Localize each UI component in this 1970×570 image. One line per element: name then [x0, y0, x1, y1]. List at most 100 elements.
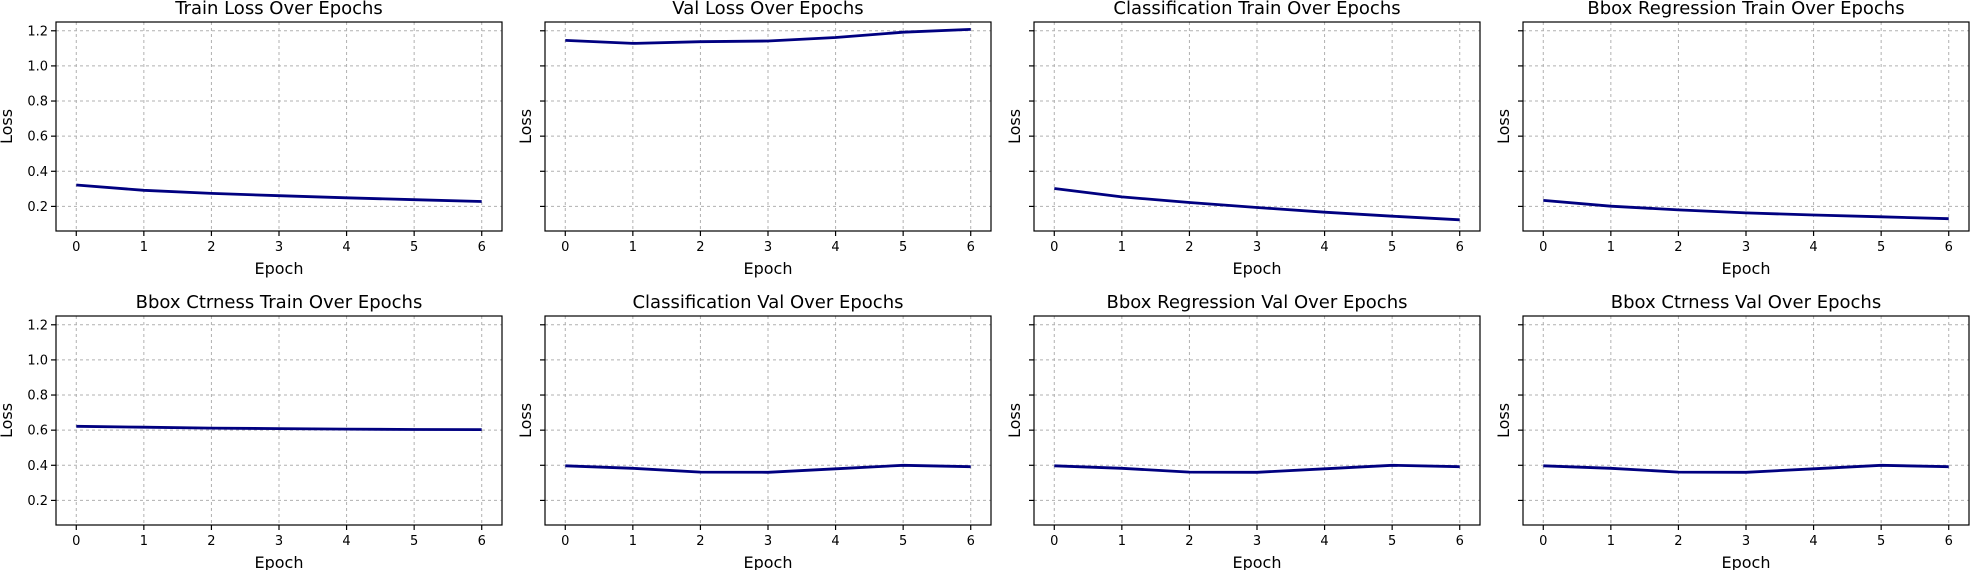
- x-axis-label: Epoch: [1722, 259, 1771, 278]
- subplot-1: 0 1 2 3 4 5 6 Val Loss Over Epochs Epoch Loss: [516, 0, 992, 278]
- x-tick-label: 0: [561, 240, 569, 255]
- x-tick-label: 5: [410, 240, 418, 255]
- x-axis-label: Epoch: [1722, 553, 1771, 570]
- x-tick-label: 4: [1320, 534, 1328, 549]
- y-axis-label: Loss: [0, 403, 16, 438]
- y-tick-label: 0.8: [27, 389, 48, 404]
- x-axis-label: Epoch: [255, 259, 304, 278]
- x-tick-label: 6: [1945, 534, 1953, 549]
- x-tick-label: 5: [1388, 534, 1396, 549]
- x-tick-label: 2: [1185, 534, 1193, 549]
- x-tick-label: 1: [1118, 534, 1126, 549]
- x-tick-label: 6: [478, 534, 486, 549]
- x-tick-label: 5: [899, 534, 907, 549]
- x-tick-label: 0: [1539, 240, 1547, 255]
- subplot-5: 0 1 2 3 4 5 6 Classification Val Over Epochs Epo…: [516, 292, 992, 570]
- x-tick-label: 3: [1253, 240, 1261, 255]
- x-tick-label: 5: [1877, 240, 1885, 255]
- y-tick-label: 1.2: [27, 318, 48, 333]
- x-tick-label: 2: [696, 534, 704, 549]
- x-tick-label: 1: [1607, 534, 1615, 549]
- x-axis-label: Epoch: [744, 553, 793, 570]
- subplot-title: Bbox Regression Val Over Epochs: [1107, 292, 1408, 313]
- x-tick-label: 3: [1742, 240, 1750, 255]
- subplot-3: 0 1 2 3 4 5 6 Bbox Regression Train Over Epochs…: [1494, 0, 1970, 278]
- x-tick-label: 1: [629, 240, 637, 255]
- y-tick-label: 1.0: [27, 353, 48, 368]
- y-tick-label: 0.4: [27, 165, 48, 180]
- x-tick-label: 4: [342, 534, 350, 549]
- subplot-title: Val Loss Over Epochs: [672, 0, 863, 19]
- x-tick-label: 2: [207, 534, 215, 549]
- x-tick-label: 3: [764, 534, 772, 549]
- y-axis-label: Loss: [1494, 109, 1513, 144]
- y-tick-label: 0.6: [27, 130, 48, 145]
- x-tick-label: 2: [1185, 240, 1193, 255]
- x-tick-label: 1: [629, 534, 637, 549]
- x-tick-label: 4: [1320, 240, 1328, 255]
- subplot-7: 0 1 2 3 4 5 6 Bbox Ctrness Val Over Epochs Epoch…: [1494, 292, 1970, 570]
- x-tick-label: 4: [831, 534, 839, 549]
- x-tick-label: 0: [72, 534, 80, 549]
- y-axis-label: Loss: [1005, 109, 1024, 144]
- y-axis-label: Loss: [516, 403, 535, 438]
- y-axis-label: Loss: [1494, 403, 1513, 438]
- x-tick-label: 3: [275, 534, 283, 549]
- y-tick-label: 1.0: [27, 59, 48, 74]
- loss-series-line: [1054, 187, 1460, 222]
- x-tick-label: 6: [1456, 534, 1464, 549]
- x-tick-label: 4: [831, 240, 839, 255]
- x-tick-label: 5: [1388, 240, 1396, 255]
- x-tick-label: 4: [1809, 534, 1817, 549]
- x-tick-label: 3: [1742, 534, 1750, 549]
- subplot-4: 0 1 2 3 4 5 6 0.2 0.4 0.6 0.8 1.0 1.2 Bbox Ctrness Tr…: [0, 292, 503, 570]
- x-tick-label: 6: [967, 534, 975, 549]
- x-tick-label: 1: [140, 534, 148, 549]
- subplot-title: Classification Val Over Epochs: [632, 292, 903, 313]
- x-tick-label: 2: [1674, 240, 1682, 255]
- subplot-title: Bbox Ctrness Train Over Epochs: [136, 292, 423, 313]
- y-axis-label: Loss: [516, 109, 535, 144]
- x-tick-label: 6: [1456, 240, 1464, 255]
- x-axis-label: Epoch: [1233, 553, 1282, 570]
- x-tick-label: 0: [1539, 534, 1547, 549]
- subplot-title: Classification Train Over Epochs: [1113, 0, 1400, 19]
- y-tick-label: 0.2: [27, 200, 48, 215]
- x-tick-label: 4: [342, 240, 350, 255]
- y-tick-label: 0.4: [27, 459, 48, 474]
- loss-series-line: [1054, 463, 1460, 474]
- x-tick-label: 0: [1050, 534, 1058, 549]
- loss-series-line: [1543, 199, 1949, 221]
- x-tick-label: 1: [1118, 240, 1126, 255]
- loss-series-line: [76, 424, 482, 432]
- y-tick-label: 0.2: [27, 494, 48, 509]
- x-tick-label: 3: [1253, 534, 1261, 549]
- loss-series-line: [1543, 463, 1949, 474]
- x-tick-label: 0: [561, 534, 569, 549]
- loss-series-line: [76, 183, 482, 203]
- subplot-2: 0 1 2 3 4 5 6 Classification Train Over Epochs E…: [1005, 0, 1481, 278]
- x-axis-label: Epoch: [255, 553, 304, 570]
- y-axis-label: Loss: [1005, 403, 1024, 438]
- x-axis-label: Epoch: [1233, 259, 1282, 278]
- x-tick-label: 3: [764, 240, 772, 255]
- x-tick-label: 5: [899, 240, 907, 255]
- x-tick-label: 5: [410, 534, 418, 549]
- x-tick-label: 0: [1050, 240, 1058, 255]
- x-tick-label: 1: [140, 240, 148, 255]
- x-tick-label: 4: [1809, 240, 1817, 255]
- y-tick-label: 0.6: [27, 424, 48, 439]
- x-tick-label: 2: [1674, 534, 1682, 549]
- x-axis-label: Epoch: [744, 259, 793, 278]
- x-tick-label: 0: [72, 240, 80, 255]
- x-tick-label: 2: [207, 240, 215, 255]
- x-tick-label: 6: [1945, 240, 1953, 255]
- y-tick-label: 1.2: [27, 24, 48, 39]
- x-tick-label: 2: [696, 240, 704, 255]
- y-tick-label: 0.8: [27, 95, 48, 110]
- x-tick-label: 3: [275, 240, 283, 255]
- loss-series-line: [565, 463, 971, 474]
- x-tick-label: 1: [1607, 240, 1615, 255]
- y-axis-label: Loss: [0, 109, 16, 144]
